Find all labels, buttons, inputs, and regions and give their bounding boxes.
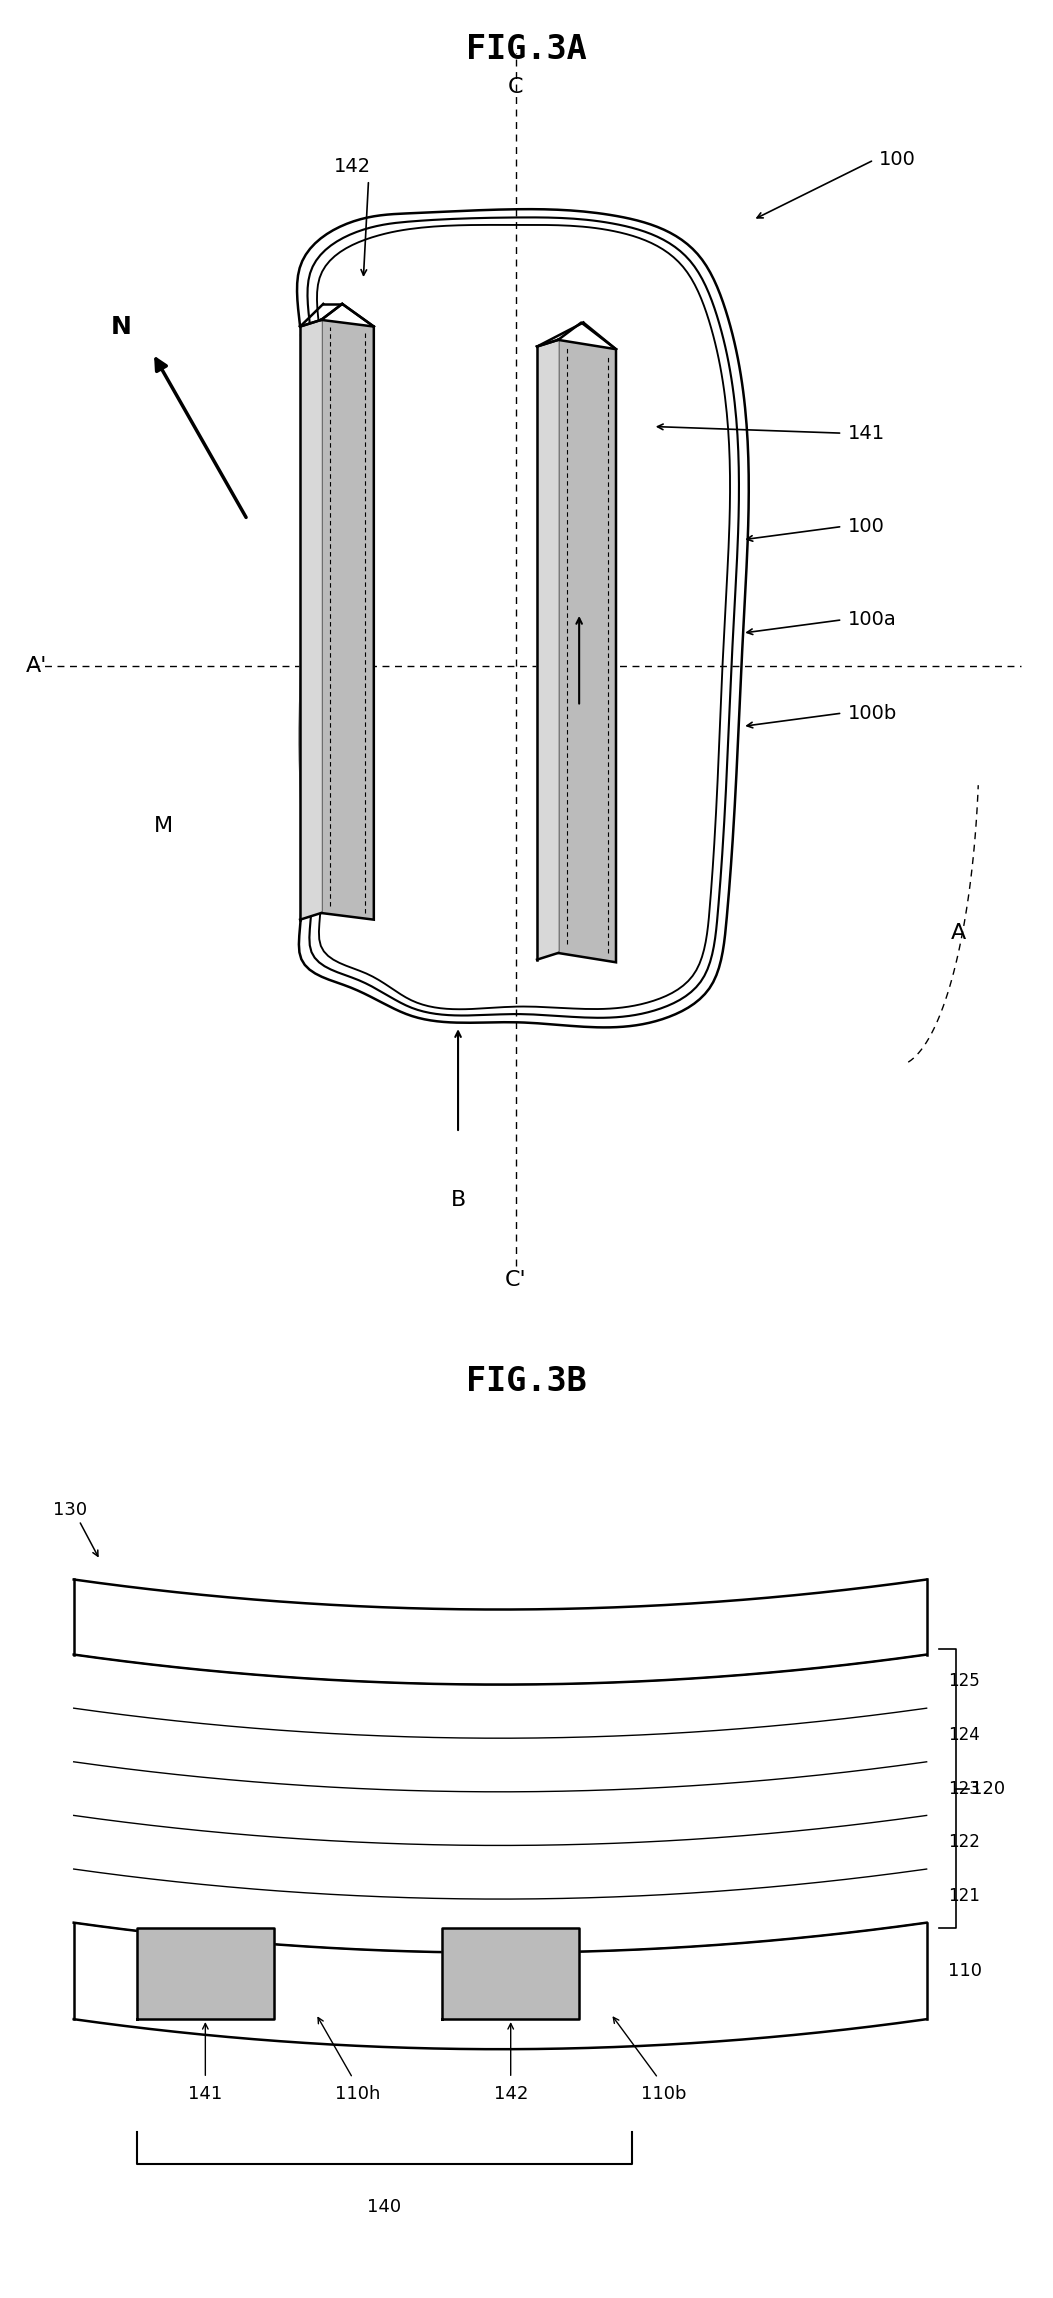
Text: 125: 125 <box>948 1673 979 1691</box>
Text: 100b: 100b <box>848 703 897 722</box>
Text: 100: 100 <box>879 149 916 170</box>
Text: 100: 100 <box>848 517 885 535</box>
Text: M: M <box>154 816 173 836</box>
Polygon shape <box>442 1928 579 2020</box>
Text: 122: 122 <box>948 1834 979 1852</box>
Text: 123: 123 <box>948 1779 979 1797</box>
Text: 141: 141 <box>848 423 885 444</box>
Polygon shape <box>137 1928 274 2020</box>
Polygon shape <box>558 340 616 963</box>
Text: A': A' <box>26 657 47 676</box>
Text: 124: 124 <box>948 1726 979 1744</box>
Polygon shape <box>300 319 321 919</box>
Polygon shape <box>321 319 374 919</box>
Text: C': C' <box>505 1268 526 1289</box>
Text: 120: 120 <box>971 1779 1005 1797</box>
Text: 130: 130 <box>53 1501 86 1519</box>
Text: 110: 110 <box>948 1962 981 1981</box>
Text: FIG.3B: FIG.3B <box>466 1365 587 1397</box>
Text: 142: 142 <box>334 156 372 177</box>
Text: A: A <box>951 924 966 942</box>
Text: 100a: 100a <box>848 611 896 630</box>
Text: 140: 140 <box>367 2197 401 2215</box>
Text: 142: 142 <box>494 2084 528 2103</box>
Text: FIG.3A: FIG.3A <box>466 32 587 67</box>
Text: 110h: 110h <box>335 2084 381 2103</box>
Text: 141: 141 <box>188 2084 222 2103</box>
Text: N: N <box>111 315 132 338</box>
Polygon shape <box>537 340 558 961</box>
Text: C: C <box>509 76 523 97</box>
Text: 121: 121 <box>948 1887 979 1905</box>
Text: 110b: 110b <box>640 2084 687 2103</box>
Text: B: B <box>451 1190 465 1209</box>
